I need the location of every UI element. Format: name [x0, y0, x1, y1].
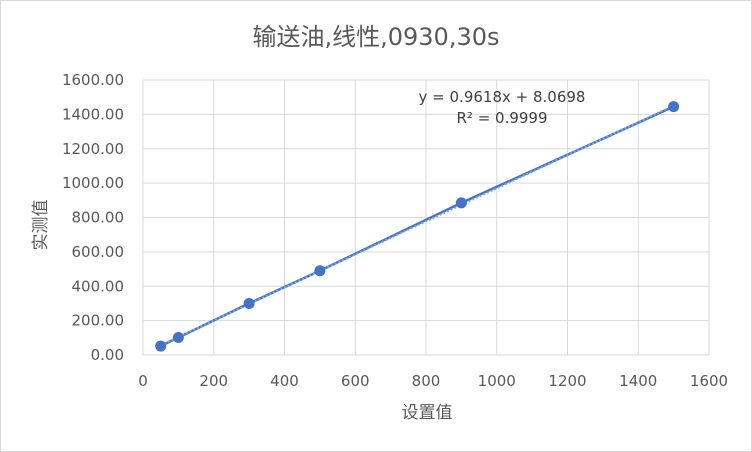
x-tick-label: 1200 — [548, 372, 586, 390]
data-points — [155, 101, 680, 352]
x-tick-label: 1000 — [478, 372, 516, 390]
data-point — [243, 297, 255, 309]
x-axis-title: 设置值 — [402, 403, 453, 423]
linear-trendline — [160, 104, 675, 347]
x-tick-label: 0 — [138, 372, 148, 390]
data-point — [455, 197, 467, 209]
y-tick-label: 1600.00 — [62, 71, 124, 89]
y-tick-label: 1400.00 — [62, 105, 124, 123]
gridlines — [142, 79, 710, 356]
y-tick-label: 400.00 — [72, 277, 125, 295]
trendline-equation: y = 0.9618x + 8.0698 — [419, 88, 586, 106]
y-tick-label: 800.00 — [72, 209, 125, 227]
y-tick-label: 0.00 — [91, 346, 124, 364]
data-point — [172, 331, 184, 343]
tick-labels: 0 200 400 600 800 1000 1200 1400 1600 0.00 200.00 4… — [62, 71, 728, 390]
x-tick-label: 400 — [270, 372, 299, 390]
y-tick-label: 200.00 — [72, 312, 125, 330]
x-tick-label: 1600 — [690, 372, 728, 390]
x-tick-label: 200 — [199, 372, 228, 390]
y-axis-title: 实测值 — [31, 200, 51, 251]
data-point — [668, 101, 680, 113]
y-tick-label: 600.00 — [72, 243, 125, 261]
x-tick-label: 800 — [412, 372, 441, 390]
data-point — [155, 340, 167, 352]
data-point — [314, 265, 326, 277]
trendline-r-squared: R² = 0.9999 — [456, 109, 547, 127]
chart-title: 输送油,线性,0930,30s — [252, 23, 499, 51]
y-tick-label: 1000.00 — [62, 174, 124, 192]
y-tick-label: 1200.00 — [62, 140, 124, 158]
trendline — [160, 104, 675, 348]
x-tick-label: 1400 — [619, 372, 657, 390]
x-tick-label: 600 — [341, 372, 370, 390]
